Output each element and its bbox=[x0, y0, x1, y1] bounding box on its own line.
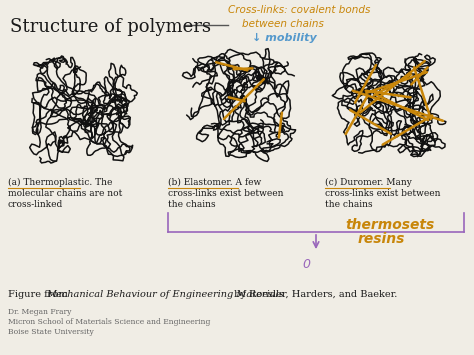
Text: cross-linked: cross-linked bbox=[8, 200, 63, 209]
Text: cross-links exist between: cross-links exist between bbox=[168, 189, 283, 198]
Text: resins: resins bbox=[358, 232, 405, 246]
Text: cross-links exist between: cross-links exist between bbox=[325, 189, 440, 198]
Text: Mechanical Behaviour of Engineering Materials: Mechanical Behaviour of Engineering Mate… bbox=[46, 290, 283, 299]
Text: between chains: between chains bbox=[242, 19, 324, 29]
Text: molecular chains are not: molecular chains are not bbox=[8, 189, 122, 198]
Text: by Roesler, Harders, and Baeker.: by Roesler, Harders, and Baeker. bbox=[231, 290, 397, 299]
Text: Structure of polymers: Structure of polymers bbox=[10, 18, 211, 36]
Text: the chains: the chains bbox=[325, 200, 373, 209]
Text: (b) Elastomer. A few: (b) Elastomer. A few bbox=[168, 178, 261, 187]
Text: (c) Duromer. Many: (c) Duromer. Many bbox=[325, 178, 412, 187]
Text: Figure from: Figure from bbox=[8, 290, 71, 299]
Text: (a) Thermoplastic. The: (a) Thermoplastic. The bbox=[8, 178, 112, 187]
Text: thermosets: thermosets bbox=[345, 218, 434, 232]
Text: Micron School of Materials Science and Engineering: Micron School of Materials Science and E… bbox=[8, 318, 210, 326]
Text: Dr. Megan Frary: Dr. Megan Frary bbox=[8, 308, 72, 316]
Text: Cross-links: covalent bonds: Cross-links: covalent bonds bbox=[228, 5, 370, 15]
Text: 0: 0 bbox=[302, 258, 310, 271]
Text: Boise State University: Boise State University bbox=[8, 328, 94, 336]
Text: the chains: the chains bbox=[168, 200, 216, 209]
Text: ↓ mobility: ↓ mobility bbox=[252, 33, 317, 43]
